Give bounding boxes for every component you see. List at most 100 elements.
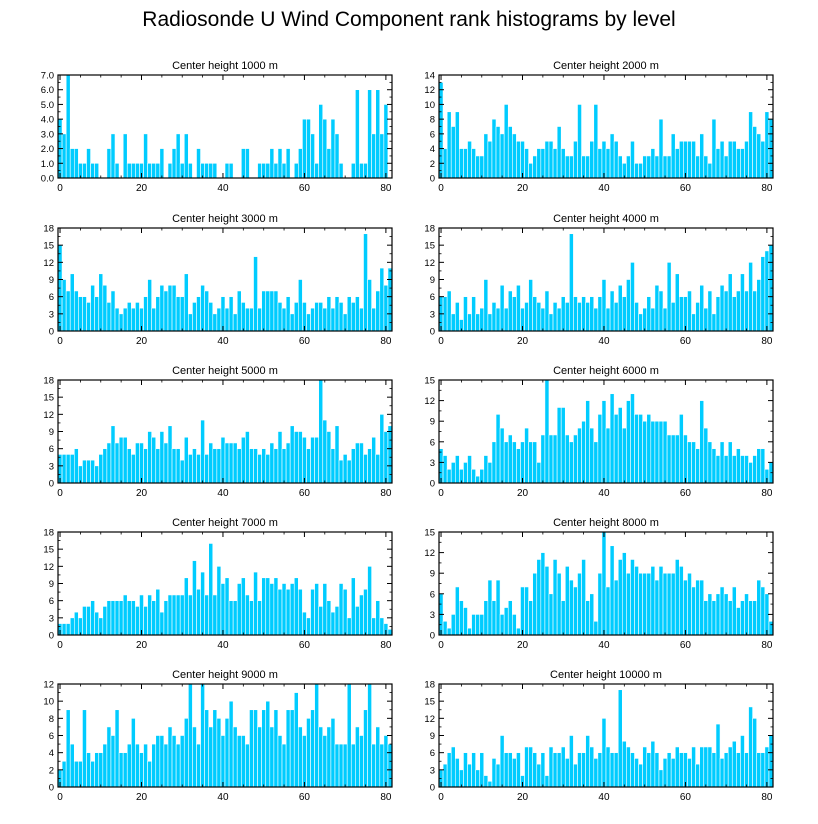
histogram-bar <box>367 89 372 179</box>
histogram-bar <box>277 302 283 332</box>
histogram-bar <box>662 572 668 636</box>
y-tick-label: 3 <box>430 610 435 621</box>
histogram-bar <box>760 140 766 179</box>
histogram-bar <box>756 133 762 179</box>
x-tick-label: 40 <box>217 488 229 499</box>
histogram-bar <box>748 111 753 179</box>
histogram-bar <box>159 148 165 179</box>
histogram-bar <box>564 302 570 332</box>
histogram-bar <box>269 290 275 332</box>
histogram-bar <box>524 427 529 484</box>
histogram-bar <box>585 735 591 788</box>
histogram-bar <box>691 586 696 636</box>
y-tick-label: 12 <box>424 396 435 407</box>
histogram-bar <box>94 296 100 332</box>
histogram-bar <box>86 752 91 788</box>
histogram-bar <box>613 140 619 179</box>
histogram-bar <box>306 448 311 484</box>
y-tick-label: 3 <box>430 765 435 776</box>
histogram-bar <box>139 594 144 636</box>
histogram-bar <box>363 233 368 332</box>
histogram-bar <box>106 442 112 484</box>
histogram-bar <box>293 692 299 788</box>
histogram-bar <box>224 577 230 636</box>
histogram-bar <box>310 307 315 332</box>
panel-title: Center height 3000 m <box>172 213 278 225</box>
histogram-bar <box>196 743 201 788</box>
histogram-bar <box>687 290 692 332</box>
histogram-panel: Center height 3000 m 0 20 40 60 80 0 3 6 9 12 15 18 <box>43 213 393 347</box>
histogram-bar <box>540 148 546 179</box>
histogram-bar <box>528 279 533 332</box>
histogram-bar <box>330 718 336 788</box>
histogram-bar <box>306 313 311 332</box>
histogram-bar <box>334 425 340 484</box>
histogram-bar <box>69 273 75 332</box>
histogram-bar <box>463 462 468 484</box>
histogram-bar <box>183 273 189 332</box>
histogram-bar <box>240 148 246 179</box>
histogram-bar <box>78 617 83 636</box>
histogram-bar <box>245 307 250 332</box>
histogram-bar <box>532 155 538 179</box>
histogram-bar <box>548 746 554 788</box>
histogram-bar <box>273 290 279 332</box>
y-tick-label: 0 <box>49 479 54 490</box>
histogram-bar <box>342 313 348 332</box>
histogram-bar <box>359 442 364 484</box>
histogram-bar <box>98 752 104 788</box>
histogram-bar <box>752 290 758 332</box>
histogram-bar <box>634 162 639 179</box>
histogram-bar <box>646 752 652 788</box>
histogram-bar <box>609 752 615 788</box>
histogram-bar <box>707 593 713 636</box>
histogram-bar <box>298 588 303 636</box>
histogram-bar <box>548 434 554 484</box>
histogram-bar <box>699 133 705 179</box>
histogram-bar <box>507 752 513 788</box>
histogram-bar <box>289 583 295 636</box>
histogram-panel: Center height 10000 m 0 20 40 60 80 0 3 6 9 12 15 18 <box>424 669 774 803</box>
histogram-bar <box>683 140 688 179</box>
histogram-bar <box>585 400 591 484</box>
histogram-bar <box>253 709 258 788</box>
y-tick-label: 6 <box>49 292 54 303</box>
histogram-bar <box>350 302 356 332</box>
histogram-bar <box>293 162 299 179</box>
histogram-bar <box>495 763 501 788</box>
x-tick-label: 0 <box>57 336 63 347</box>
histogram-bar <box>208 302 214 332</box>
histogram-bar <box>86 606 91 636</box>
histogram-bar <box>293 431 299 484</box>
histogram-bar <box>82 709 87 788</box>
histogram-bar <box>350 162 356 179</box>
histogram-bar <box>748 262 753 332</box>
histogram-bar <box>691 441 696 484</box>
histogram-bar <box>277 588 283 636</box>
histogram-bar <box>322 419 328 484</box>
histogram-bar <box>605 746 611 788</box>
histogram-bar <box>613 414 619 484</box>
histogram-bar <box>715 296 721 332</box>
histogram-bar <box>512 758 517 788</box>
histogram-bar <box>626 400 631 484</box>
y-tick-label: 0 <box>430 783 435 794</box>
histogram-bar <box>188 594 193 636</box>
histogram-panel: Center height 4000 m 0 20 40 60 80 0 3 6 9 12 15 18 <box>424 213 774 347</box>
y-tick-label: 15 <box>424 528 435 539</box>
histogram-bar <box>646 414 652 484</box>
histogram-bar <box>532 441 538 484</box>
x-tick-label: 20 <box>136 488 148 499</box>
histogram-bar <box>727 140 733 179</box>
histogram-bar <box>760 752 766 788</box>
histogram-bar <box>512 133 517 179</box>
histogram-bar <box>224 162 230 179</box>
y-tick-label: 0 <box>430 631 435 642</box>
histogram-bar <box>683 752 688 788</box>
histogram-bar <box>491 302 497 332</box>
histogram-bar <box>147 162 152 179</box>
histogram-bar <box>228 162 234 179</box>
histogram-bar <box>114 442 120 484</box>
histogram-bar <box>695 302 700 332</box>
